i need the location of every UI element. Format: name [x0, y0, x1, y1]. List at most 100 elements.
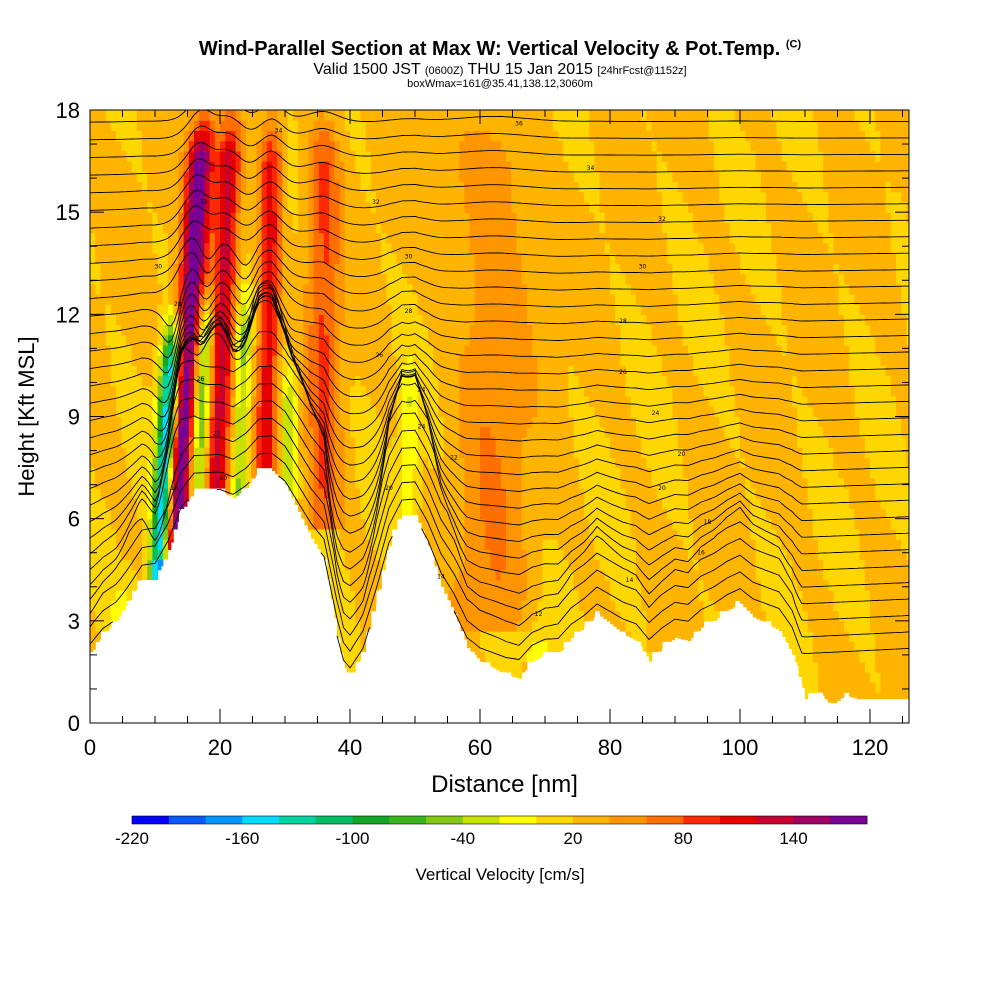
velocity-cell [303, 406, 309, 418]
velocity-cell [495, 334, 502, 346]
velocity-cell [490, 130, 497, 142]
velocity-cell [547, 406, 554, 418]
velocity-cell [110, 426, 117, 438]
velocity-cell [443, 488, 450, 499]
velocity-cell [339, 365, 346, 377]
velocity-cell [152, 549, 159, 561]
velocity-cell [110, 304, 117, 315]
velocity-cell [329, 201, 335, 213]
velocity-cell [376, 498, 382, 510]
velocity-cell [443, 344, 450, 356]
velocity-cell [552, 641, 559, 653]
velocity-cell [272, 447, 278, 458]
velocity-cell [240, 242, 247, 254]
velocity-cell [547, 508, 554, 520]
velocity-cell [495, 293, 502, 305]
velocity-cell [318, 140, 325, 152]
velocity-cell [240, 293, 247, 305]
velocity-cell [318, 467, 325, 479]
velocity-cell [594, 161, 601, 172]
velocity-cell [589, 161, 595, 172]
velocity-cell [485, 590, 491, 601]
velocity-cell [521, 579, 528, 591]
velocity-cell [563, 242, 569, 254]
velocity-cell [480, 253, 486, 264]
velocity-cell [152, 222, 159, 234]
velocity-cell [157, 375, 164, 387]
velocity-cell [214, 416, 221, 428]
velocity-cell [568, 120, 575, 132]
velocity-cell [641, 334, 647, 346]
velocity-cell [344, 631, 351, 642]
velocity-cell [360, 355, 367, 367]
velocity-cell [599, 314, 606, 326]
velocity-cell [448, 355, 455, 367]
velocity-cell [360, 590, 367, 601]
velocity-cell [469, 242, 476, 254]
velocity-cell [225, 355, 231, 367]
velocity-cell [521, 201, 528, 213]
velocity-cell [636, 110, 642, 121]
velocity-cell [147, 304, 153, 315]
velocity-cell [194, 304, 200, 315]
velocity-cell [459, 253, 465, 264]
velocity-cell [469, 212, 476, 223]
velocity-cell [500, 559, 507, 571]
velocity-cell [266, 416, 273, 428]
velocity-cell [251, 426, 257, 438]
velocity-cell [558, 130, 564, 142]
velocity-cell [391, 518, 398, 530]
velocity-cell [428, 488, 434, 499]
velocity-cell [360, 293, 367, 305]
velocity-cell [157, 539, 164, 550]
velocity-cell [183, 457, 190, 469]
velocity-cell [542, 467, 549, 479]
velocity-cell [516, 631, 523, 642]
velocity-cell [630, 324, 637, 336]
velocity-cell [443, 508, 450, 520]
velocity-cell [428, 140, 434, 152]
velocity-cell [339, 222, 346, 234]
velocity-cell [511, 304, 517, 315]
velocity-cell [303, 324, 309, 336]
velocity-cell [474, 641, 481, 653]
velocity-cell [620, 385, 627, 397]
velocity-cell [110, 130, 117, 142]
velocity-cell [90, 375, 96, 387]
velocity-cell [526, 569, 533, 581]
velocity-cell [454, 263, 460, 275]
velocity-cell [225, 181, 231, 193]
velocity-cell [537, 304, 543, 315]
velocity-cell [516, 355, 523, 367]
velocity-cell [329, 140, 335, 152]
velocity-cell [521, 150, 528, 162]
velocity-cell [495, 242, 502, 254]
velocity-cell [584, 600, 590, 612]
velocity-cell [350, 385, 356, 397]
velocity-cell [303, 191, 309, 203]
velocity-cell [116, 253, 122, 264]
velocity-cell [350, 273, 356, 285]
velocity-cell [594, 293, 601, 305]
velocity-cell [454, 355, 460, 367]
velocity-cell [162, 416, 169, 428]
velocity-cell [225, 416, 231, 428]
velocity-cell [412, 498, 419, 510]
velocity-cell [521, 181, 528, 193]
velocity-cell [152, 447, 159, 458]
velocity-cell [537, 191, 543, 203]
velocity-cell [360, 447, 367, 458]
velocity-cell [266, 283, 273, 295]
velocity-cell [90, 641, 96, 653]
velocity-cell [474, 549, 481, 561]
velocity-cell [578, 171, 585, 183]
velocity-cell [339, 508, 346, 520]
velocity-cell [594, 324, 601, 336]
velocity-cell [547, 110, 554, 121]
velocity-cell [246, 477, 252, 489]
velocity-cell [225, 365, 231, 377]
velocity-cell [157, 436, 164, 448]
velocity-cell [490, 436, 497, 448]
velocity-cell [105, 293, 112, 305]
velocity-cell [157, 273, 164, 285]
